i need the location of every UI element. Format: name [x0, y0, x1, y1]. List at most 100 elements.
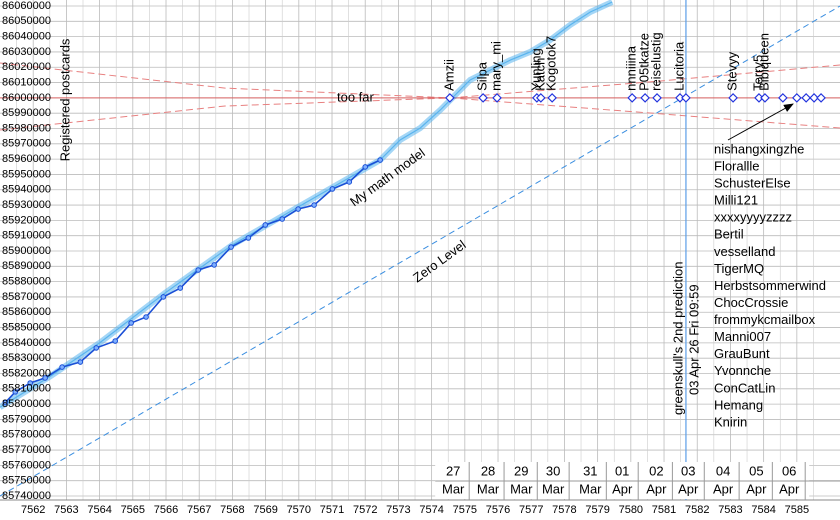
waiting-name: Knirin [714, 414, 747, 429]
y-tick-label: 86050000 [2, 15, 51, 27]
y-tick-label: 86020000 [2, 61, 51, 73]
marker [627, 93, 638, 103]
y-tick-label: 85950000 [2, 168, 51, 180]
date-day: 02 [649, 463, 663, 478]
waiting-name: TigerMQ [714, 261, 764, 276]
y-tick-label: 85830000 [2, 352, 51, 364]
marker [492, 93, 502, 103]
x-tick-label: 7572 [353, 504, 377, 516]
marker-label: Bibiqueen [756, 33, 771, 91]
x-tick-label: 7569 [253, 504, 277, 516]
x-tick-label: 7564 [87, 504, 111, 516]
measured-point [295, 206, 301, 212]
arrow [727, 103, 794, 141]
marker [760, 93, 770, 103]
waiting-name: Hemang [714, 397, 763, 412]
marker [681, 93, 691, 103]
measured-point [279, 216, 286, 222]
marker-label: Stevyy [725, 51, 740, 91]
date-day: 29 [514, 463, 528, 478]
marker [547, 93, 557, 103]
measured-point [311, 202, 317, 208]
measured-point [2, 399, 9, 406]
waiting-name: Milli121 [714, 193, 758, 208]
marker [809, 93, 819, 103]
y-tick-label: 86030000 [2, 46, 51, 58]
waiting-name: nishangxingzhe [714, 141, 804, 156]
measured-point [262, 222, 269, 228]
x-tick-label: 7562 [21, 504, 45, 516]
target-label: too far [337, 89, 375, 104]
marker-label: nnniiina [624, 45, 639, 91]
y-tick-label: 85880000 [2, 276, 51, 288]
measured-point [128, 320, 134, 326]
date-month: Mar [579, 481, 602, 496]
waiting-name: SchusterElse [714, 176, 791, 191]
zero-level-label: Zero Level [410, 237, 469, 285]
date-day: 28 [481, 463, 495, 478]
y-tick-label: 85800000 [2, 398, 51, 410]
marker-label: Lucitoria [671, 41, 686, 91]
x-tick-label: 7570 [287, 504, 311, 516]
y-tick-label: 85740000 [2, 490, 51, 502]
marker [728, 93, 738, 103]
x-tick-label: 7565 [121, 504, 145, 516]
measured-point [143, 314, 149, 320]
zero-level-line [0, 5, 840, 497]
y-tick-label: 85790000 [2, 413, 51, 425]
y-tick-label: 85970000 [2, 138, 51, 150]
y-tick-label: 85750000 [2, 475, 51, 487]
date-month: Apr [646, 481, 667, 496]
x-tick-label: 7568 [220, 504, 244, 516]
measured-point [195, 267, 202, 273]
marker [536, 93, 546, 103]
y-tick-label: 85940000 [2, 184, 51, 196]
date-day: 04 [716, 463, 730, 478]
model-halo [0, 0, 614, 410]
waiting-name: ChocCrossie [714, 295, 788, 310]
marker-label: mary_mi [488, 41, 503, 91]
y-tick-label: 85860000 [2, 306, 51, 318]
x-tick-label: 7579 [585, 504, 609, 516]
date-month: Apr [612, 481, 633, 496]
y-tick-label: 85870000 [2, 291, 51, 303]
marker [791, 93, 802, 103]
measured-point [12, 389, 19, 395]
y-tick-label: 85760000 [2, 459, 51, 471]
measured-point [362, 164, 369, 170]
measured-point [228, 244, 234, 250]
x-tick-label: 7567 [187, 504, 211, 516]
date-day: 30 [546, 463, 560, 478]
date-month: Apr [678, 481, 699, 496]
date-day: 01 [615, 463, 629, 478]
marker [816, 93, 826, 103]
y-tick-label: 85990000 [2, 107, 51, 119]
marker-label: reiselustig [648, 32, 663, 91]
waiting-name: vesselland [714, 244, 775, 259]
x-tick-label: 7578 [552, 504, 576, 516]
y-tick-label: 85770000 [2, 444, 51, 456]
x-tick-label: 7575 [453, 504, 477, 516]
model-line [0, 1, 613, 408]
measured-point [177, 285, 184, 291]
marker-label: Katch [532, 58, 547, 91]
measured-point [27, 380, 34, 386]
date-month: Mar [442, 481, 465, 496]
x-tick-label: 7571 [320, 504, 344, 516]
y-tick-label: 85810000 [2, 383, 51, 395]
date-day: 27 [446, 463, 460, 478]
marker-label: Kogotok7 [544, 36, 559, 91]
x-tick-label: 7585 [785, 504, 809, 516]
y-tick-label: 86000000 [2, 92, 51, 104]
waiting-name: Florallle [714, 158, 760, 173]
marker [478, 93, 488, 103]
measured-point [211, 262, 217, 268]
measured-point [42, 375, 48, 381]
measured-point [77, 359, 84, 365]
measured-line [4, 159, 381, 404]
x-tick-label: 7580 [619, 504, 643, 516]
measured-point [329, 186, 336, 192]
waiting-name: Yvonnche [714, 363, 771, 378]
date-month: Apr [779, 481, 800, 496]
